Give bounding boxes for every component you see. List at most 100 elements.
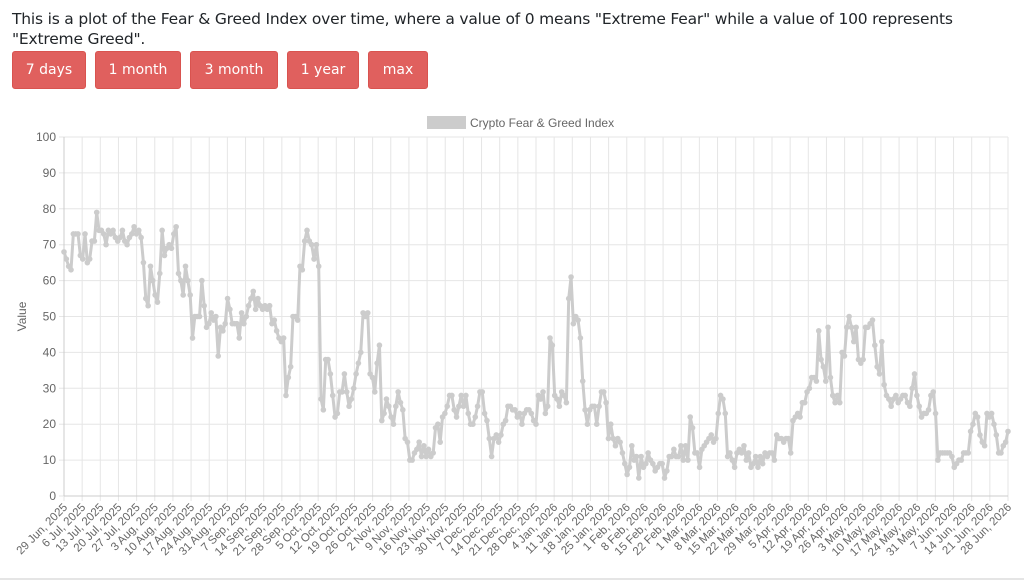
data-point xyxy=(227,306,233,313)
data-point xyxy=(902,392,908,399)
data-point xyxy=(797,414,803,420)
data-point xyxy=(834,392,841,399)
data-point xyxy=(285,374,292,381)
data-point xyxy=(813,378,820,384)
data-point xyxy=(988,410,995,417)
data-point xyxy=(848,324,855,331)
data-point xyxy=(355,360,362,366)
range-1-month-button[interactable]: 1 month xyxy=(95,51,181,89)
data-point xyxy=(245,302,252,309)
data-point xyxy=(544,403,551,410)
data-point xyxy=(304,227,310,234)
data-point xyxy=(135,227,142,234)
data-point xyxy=(533,421,539,428)
data-point xyxy=(91,238,98,244)
range-1-year-button[interactable]: 1 year xyxy=(287,51,359,89)
data-point xyxy=(421,442,427,449)
data-point xyxy=(409,457,415,463)
data-point xyxy=(220,328,226,334)
range-7-days-button[interactable]: 7 days xyxy=(12,51,86,89)
data-point xyxy=(832,399,838,406)
data-point xyxy=(364,310,371,316)
data-point xyxy=(554,396,560,402)
data-point xyxy=(357,349,364,356)
data-point xyxy=(222,320,229,327)
data-point xyxy=(785,435,792,442)
data-point xyxy=(993,432,1000,438)
y-tick-label: 10 xyxy=(43,453,57,467)
data-point xyxy=(234,320,240,327)
data-point xyxy=(206,320,212,327)
data-point xyxy=(236,335,243,341)
data-point xyxy=(750,460,757,467)
data-point xyxy=(479,389,486,395)
y-tick-label: 80 xyxy=(43,202,57,216)
y-tick-label: 0 xyxy=(49,489,56,503)
data-point xyxy=(612,442,619,449)
data-point xyxy=(722,410,729,417)
data-point xyxy=(385,403,392,410)
data-point xyxy=(806,385,813,392)
data-point xyxy=(213,313,219,320)
data-point xyxy=(729,457,736,463)
data-point xyxy=(893,392,899,399)
range-button-group: 7 days 1 month 3 month 1 year max xyxy=(12,51,428,89)
data-point xyxy=(381,410,387,417)
data-point xyxy=(825,324,831,331)
data-point xyxy=(664,468,670,474)
data-point xyxy=(727,450,733,456)
data-point xyxy=(731,464,738,471)
data-point xyxy=(61,249,67,255)
data-point xyxy=(173,223,179,230)
data-point xyxy=(605,435,612,442)
data-point xyxy=(154,299,161,305)
data-point xyxy=(888,403,894,410)
data-point xyxy=(320,407,327,413)
data-point xyxy=(998,450,1004,456)
data-point xyxy=(187,292,193,298)
data-point xyxy=(668,453,675,460)
data-point xyxy=(329,392,336,399)
data-point xyxy=(68,267,74,273)
data-point xyxy=(846,313,852,320)
data-point xyxy=(224,295,231,302)
range-3-month-button[interactable]: 3 month xyxy=(190,51,278,89)
data-point xyxy=(404,439,411,445)
data-point xyxy=(171,231,177,237)
data-point xyxy=(180,292,186,298)
data-point xyxy=(787,450,794,456)
data-point xyxy=(815,328,822,334)
data-point xyxy=(708,432,715,438)
data-point xyxy=(252,306,259,313)
data-point xyxy=(82,231,88,237)
data-point xyxy=(308,241,315,248)
data-point xyxy=(495,439,502,445)
data-point xyxy=(390,421,397,428)
data-point xyxy=(568,274,574,280)
data-point xyxy=(949,453,955,460)
data-point xyxy=(334,410,341,417)
data-point xyxy=(215,353,222,359)
data-point xyxy=(759,460,766,467)
data-point xyxy=(484,417,490,424)
data-point xyxy=(418,453,425,460)
data-point xyxy=(561,392,567,399)
data-point xyxy=(713,435,719,442)
data-point xyxy=(152,292,158,298)
data-point xyxy=(325,356,331,363)
data-point xyxy=(196,313,203,320)
data-point xyxy=(414,446,420,453)
data-point xyxy=(465,410,472,417)
data-point xyxy=(255,295,261,302)
data-point xyxy=(400,407,406,413)
data-point xyxy=(537,396,544,402)
data-point xyxy=(63,256,70,262)
data-point xyxy=(145,302,151,309)
range-max-button[interactable]: max xyxy=(368,51,428,89)
data-point xyxy=(584,421,591,428)
data-point xyxy=(353,371,359,377)
data-point xyxy=(100,231,107,237)
data-point xyxy=(916,403,923,410)
data-point xyxy=(498,432,504,438)
